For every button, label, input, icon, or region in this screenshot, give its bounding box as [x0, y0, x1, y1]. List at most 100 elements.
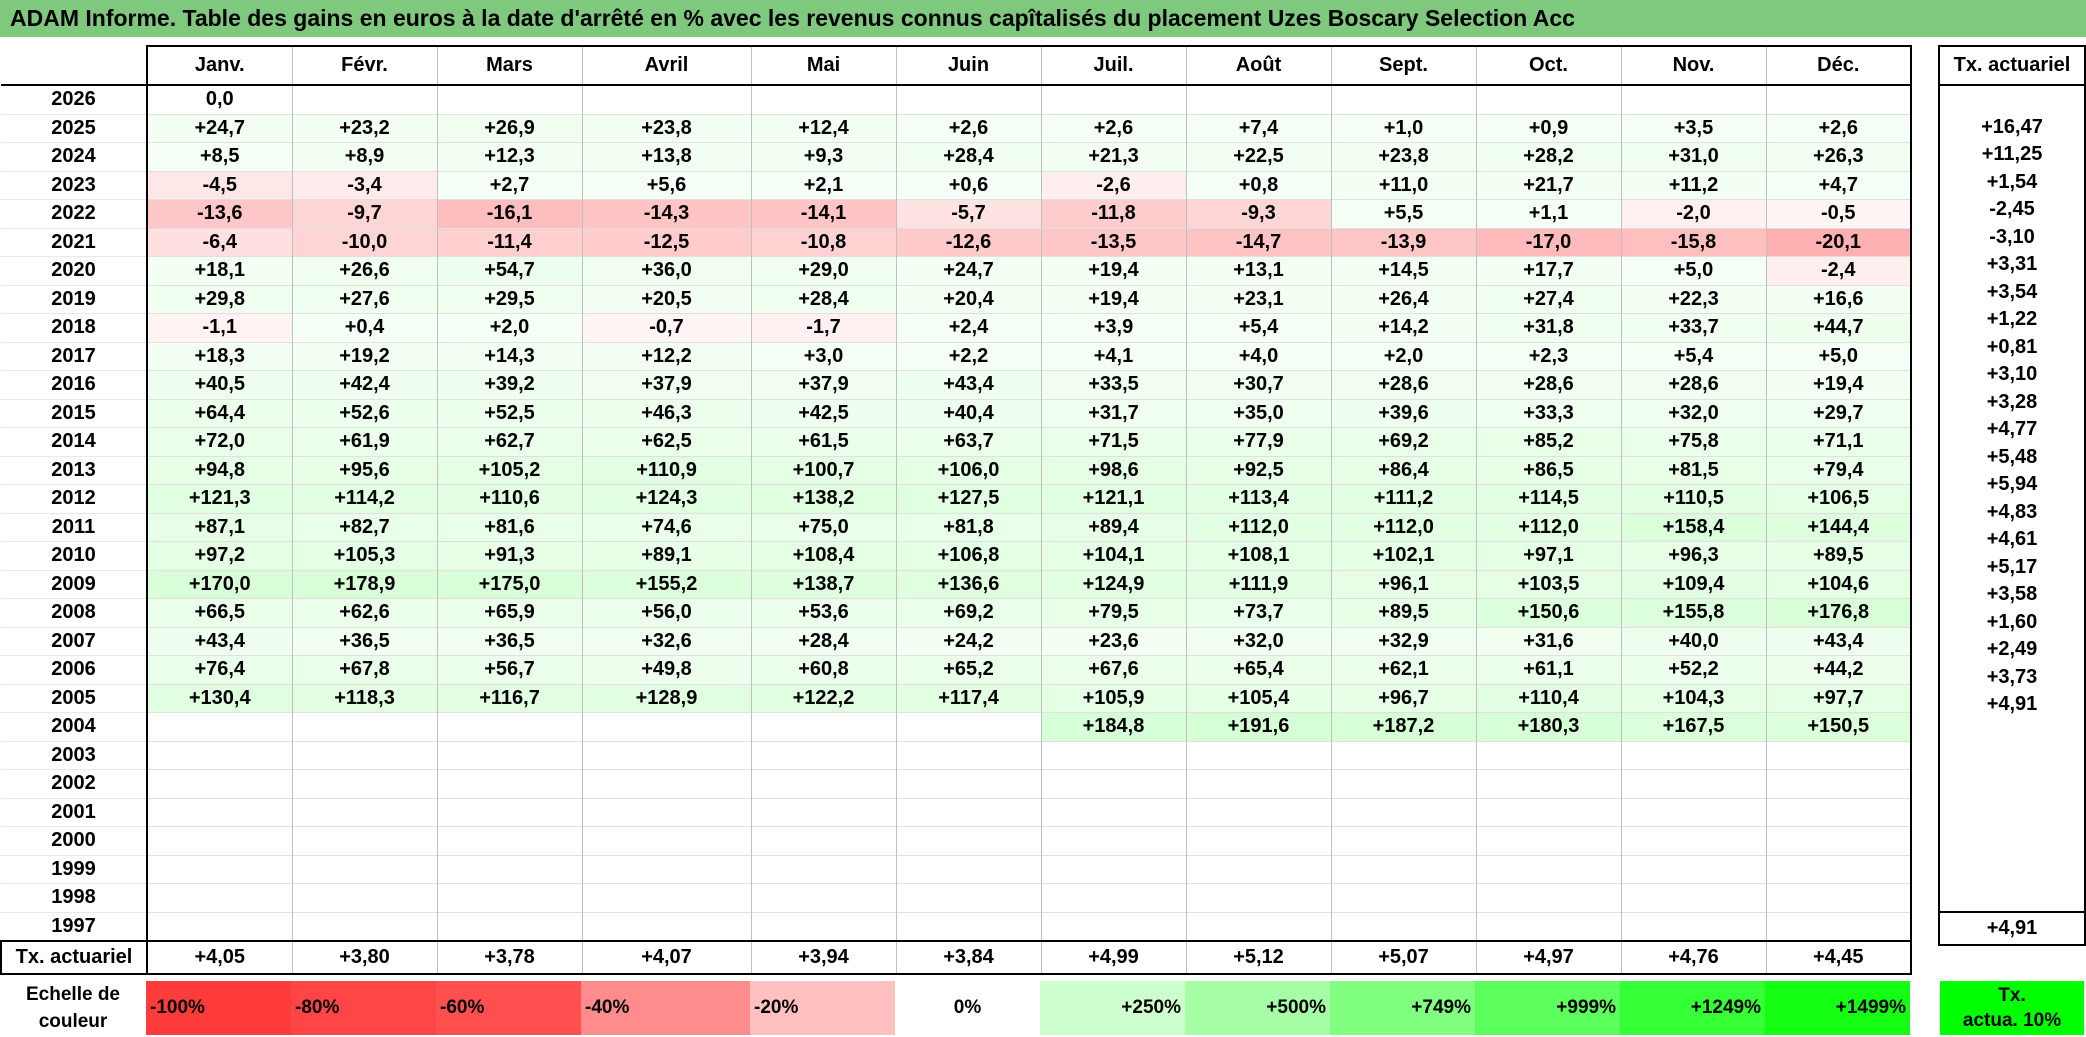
- gain-cell: +111,9: [1185, 569, 1332, 599]
- gain-cell: +112,0: [1475, 512, 1622, 542]
- gain-cell: +29,7: [1765, 398, 1912, 428]
- gain-cell: +167,5: [1620, 712, 1767, 741]
- gain-cell: +180,3: [1475, 712, 1622, 741]
- side-row: -3,10: [1938, 223, 2086, 251]
- gain-cell: +69,2: [1330, 427, 1477, 456]
- footer-value: +4,76: [1620, 940, 1767, 975]
- gain-cell: [1765, 883, 1912, 912]
- gain-cell: [1765, 911, 1912, 941]
- gain-cell: +62,6: [291, 598, 438, 627]
- side-row: [1938, 718, 2086, 746]
- gain-cell: [895, 84, 1042, 114]
- gain-cell: +29,0: [750, 256, 897, 285]
- gain-cell: [436, 911, 583, 941]
- gain-cell: +26,3: [1765, 142, 1912, 171]
- gain-cell: +79,4: [1765, 455, 1912, 485]
- gain-cell: 0,0: [146, 84, 293, 114]
- table-row: 2001: [1, 797, 1912, 827]
- gain-cell: +7,4: [1185, 113, 1332, 143]
- gain-cell: +12,4: [750, 113, 897, 143]
- gain-cell: [1330, 84, 1477, 114]
- gain-cell: +33,5: [1040, 370, 1187, 399]
- gain-cell: -5,7: [895, 199, 1042, 228]
- table-row: 1997: [1, 911, 1912, 941]
- gain-cell: +124,3: [581, 484, 752, 513]
- gain-cell: [1475, 797, 1622, 827]
- gain-cell: [291, 911, 438, 941]
- scale-swatch: +1499%: [1765, 981, 1910, 1035]
- gain-cell: +112,0: [1185, 512, 1332, 542]
- gain-cell: +31,0: [1620, 142, 1767, 171]
- gain-cell: +22,3: [1620, 284, 1767, 314]
- month-header: Nov.: [1620, 45, 1767, 86]
- month-header: Mars: [436, 45, 583, 86]
- gain-cell: [581, 826, 752, 855]
- tx-cell: [1938, 718, 2086, 746]
- color-scale-label-line1: Echelle de: [26, 984, 120, 1005]
- year-label: 2008: [1, 598, 148, 627]
- gain-cell: +52,5: [436, 398, 583, 428]
- gain-cell: +114,2: [291, 484, 438, 513]
- gain-cell: [581, 911, 752, 941]
- gain-cell: +109,4: [1620, 569, 1767, 599]
- gain-cell: [291, 797, 438, 827]
- side-row: +3,31: [1938, 251, 2086, 279]
- year-label: 2022: [1, 199, 148, 228]
- gain-cell: [750, 712, 897, 741]
- year-label: 2007: [1, 626, 148, 656]
- gain-cell: [895, 740, 1042, 770]
- scale-swatch: -60%: [436, 981, 581, 1035]
- gain-cell: [1765, 84, 1912, 114]
- gain-cell: +69,2: [895, 598, 1042, 627]
- gain-cell: +105,2: [436, 455, 583, 485]
- gain-cell: -14,1: [750, 199, 897, 228]
- table-row: 2005 +130,4 +118,3 +116,7 +128,9 +122,2 +117,4…: [1, 683, 1912, 713]
- tx-actuariel-table: Tx. actuariel +16,47 +11,25 +1,54 -2,45 -3,10…: [1938, 45, 2086, 946]
- gain-cell: +14,5: [1330, 256, 1477, 285]
- gain-cell: +39,6: [1330, 398, 1477, 428]
- gain-cell: +3,0: [750, 341, 897, 371]
- gain-cell: +96,3: [1620, 541, 1767, 570]
- tx-cell: +4,77: [1938, 416, 2086, 444]
- footer-value: +4,05: [146, 940, 293, 975]
- footer-label: Tx. actuariel: [0, 940, 148, 975]
- table-row: 2008 +66,5 +62,6 +65,9 +56,0 +53,6 +69,2 +79,5 +…: [1, 598, 1912, 627]
- report-title: ADAM Informe. Table des gains en euros à…: [0, 0, 2086, 37]
- gain-cell: [291, 84, 438, 114]
- gain-cell: [895, 883, 1042, 912]
- gain-cell: [895, 826, 1042, 855]
- gain-cell: +175,0: [436, 569, 583, 599]
- gain-cell: +89,5: [1765, 541, 1912, 570]
- footer-value: +4,99: [1040, 940, 1187, 975]
- table-row: 2003: [1, 740, 1912, 770]
- gain-cell: +46,3: [581, 398, 752, 428]
- gain-cell: +92,5: [1185, 455, 1332, 485]
- footer-value: +3,78: [436, 940, 583, 975]
- gain-cell: [1330, 769, 1477, 798]
- gain-cell: +32,9: [1330, 626, 1477, 656]
- gain-cell: +31,6: [1475, 626, 1622, 656]
- gain-cell: +23,8: [1330, 142, 1477, 171]
- gain-cell: +11,2: [1620, 170, 1767, 200]
- gain-cell: [1620, 826, 1767, 855]
- gain-cell: +28,4: [750, 284, 897, 314]
- year-label: 1998: [1, 883, 148, 912]
- gain-cell: [581, 712, 752, 741]
- gain-cell: +39,2: [436, 370, 583, 399]
- gain-cell: +31,7: [1040, 398, 1187, 428]
- gain-cell: +73,7: [1185, 598, 1332, 627]
- gain-cell: [436, 826, 583, 855]
- year-label: 2024: [1, 142, 148, 171]
- gain-cell: [895, 769, 1042, 798]
- side-row: +16,47: [1938, 113, 2086, 141]
- gain-cell: [895, 797, 1042, 827]
- tx-cell: [1938, 746, 2086, 774]
- year-label: 2002: [1, 769, 148, 798]
- table-row: 2020 +18,1 +26,6 +54,7 +36,0 +29,0 +24,7 +19,4 +…: [1, 256, 1912, 285]
- scale-swatch: -100%: [146, 981, 291, 1035]
- gain-cell: +100,7: [750, 455, 897, 485]
- tx-cell: +11,25: [1938, 141, 2086, 169]
- side-row: +3,54: [1938, 278, 2086, 306]
- header-row: Janv. Févr. Mars Avril Mai Juin Juil. Août Sept.…: [1, 45, 1912, 86]
- gain-cell: +184,8: [1040, 712, 1187, 741]
